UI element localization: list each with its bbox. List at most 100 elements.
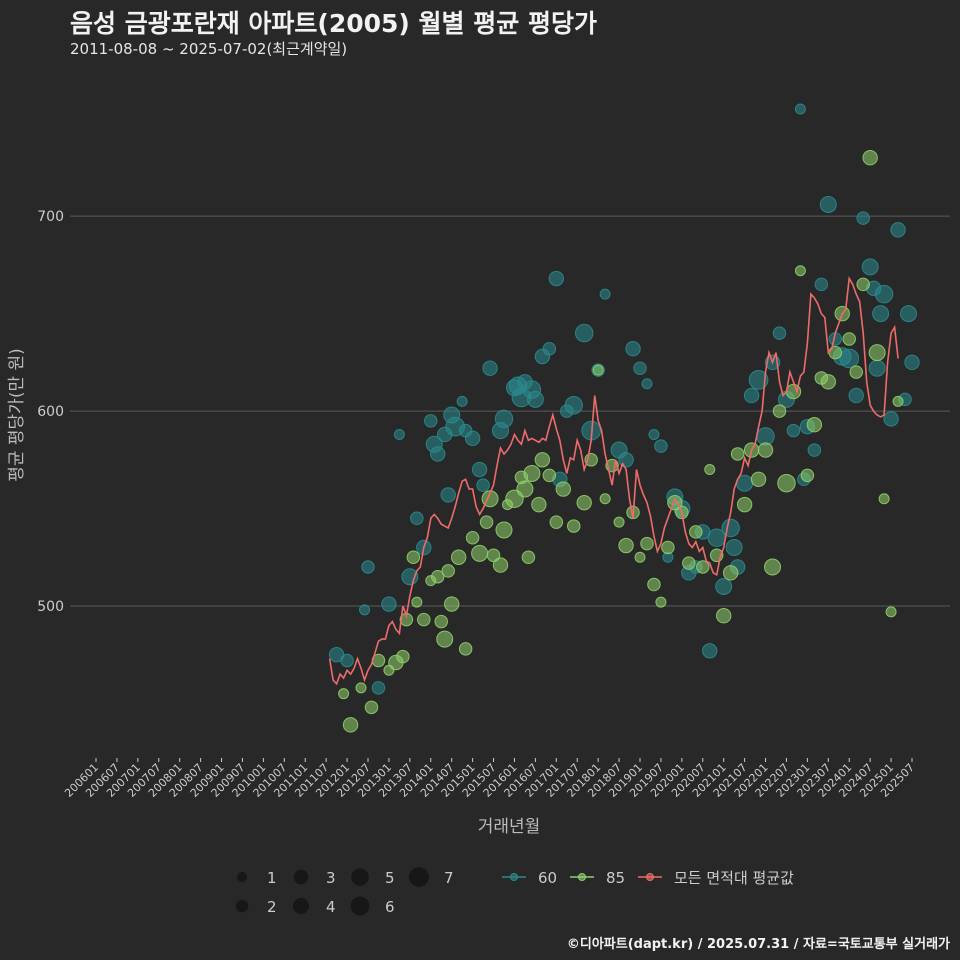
caption: ©디아파트(dapt.kr) / 2025.07.31 / 자료=국토교통부 실… <box>566 937 950 952</box>
point-s60 <box>648 428 660 440</box>
point-s60 <box>794 103 806 115</box>
point-s85 <box>661 540 675 555</box>
point-s85 <box>441 564 455 578</box>
legend-size-label: 3 <box>326 869 336 887</box>
point-s60 <box>359 604 371 616</box>
point-s85 <box>634 551 646 563</box>
point-s60 <box>371 681 386 695</box>
point-s60 <box>715 577 733 595</box>
point-s85 <box>640 536 654 551</box>
point-s60 <box>890 222 906 238</box>
point-s60 <box>814 277 829 292</box>
point-s85 <box>355 682 367 694</box>
point-s60 <box>861 258 879 276</box>
legend-series-label: 85 <box>606 869 625 887</box>
legend-size-label: 7 <box>444 869 454 887</box>
point-s85 <box>523 464 541 482</box>
legend-size-dot <box>409 867 429 887</box>
point-s85 <box>417 612 431 627</box>
point-s85 <box>618 537 634 554</box>
point-s85 <box>757 442 774 458</box>
point-s85 <box>885 606 897 618</box>
legend-series-label: 모든 면적대 평균값 <box>674 869 794 887</box>
legend-size-label: 5 <box>385 869 395 887</box>
point-s85 <box>471 544 489 562</box>
point-s60 <box>807 443 822 457</box>
chart-title: 음성 금광포란재 아파트(2005) 월별 평균 평당가 <box>70 9 597 38</box>
point-s85 <box>892 395 904 407</box>
legend-size-label: 2 <box>267 898 277 916</box>
legend-size-dot <box>235 899 249 913</box>
point-s85 <box>411 596 423 608</box>
legend-size-label: 4 <box>326 898 336 916</box>
point-s85 <box>722 565 739 581</box>
legend-key-dot <box>646 873 654 881</box>
point-s60 <box>361 560 375 574</box>
point-s85 <box>849 365 863 379</box>
point-s85 <box>443 596 460 612</box>
point-s85 <box>555 481 571 497</box>
point-s60 <box>476 478 490 492</box>
point-s60 <box>574 323 594 343</box>
point-s60 <box>868 359 886 377</box>
point-s85 <box>592 364 604 376</box>
point-s85 <box>542 468 557 483</box>
point-s85 <box>820 374 837 390</box>
point-s85 <box>868 344 886 362</box>
point-s85 <box>828 345 843 360</box>
point-s85 <box>862 150 878 166</box>
point-s85 <box>689 525 703 539</box>
legend-size-dot <box>351 868 369 886</box>
point-s85 <box>696 560 710 574</box>
point-s60 <box>900 305 918 323</box>
point-s85 <box>342 717 359 733</box>
point-s60 <box>633 361 647 375</box>
x-axis: 2006012006072007012007072008012008072009… <box>62 758 917 800</box>
point-s60 <box>564 396 583 415</box>
point-s85 <box>764 558 782 576</box>
point-s85 <box>567 519 581 533</box>
y-tick-label: 700 <box>37 209 64 225</box>
average-line-group <box>328 276 899 686</box>
point-s60 <box>440 487 456 503</box>
point-s85 <box>655 596 667 608</box>
point-s60 <box>872 305 890 323</box>
point-s85 <box>479 515 494 529</box>
point-s60 <box>839 348 860 369</box>
legend-size-dot <box>350 896 370 916</box>
point-s85 <box>516 480 534 498</box>
legend: 1 2 3 4 5 6 7 60 85 모든 면적대 평균값 <box>235 867 794 916</box>
point-s85 <box>794 265 806 277</box>
point-s85 <box>613 516 625 528</box>
chart-subtitle: 2011-08-08 ~ 2025-07-02(최근계약일) <box>70 40 348 58</box>
point-s60 <box>819 195 837 213</box>
point-s60 <box>904 354 920 371</box>
point-s60 <box>430 446 446 462</box>
point-s85 <box>406 550 421 564</box>
point-s85 <box>431 569 445 584</box>
point-s60 <box>471 461 488 478</box>
point-s60 <box>464 430 481 447</box>
point-s85 <box>521 550 536 564</box>
point-s85 <box>599 493 611 505</box>
point-s85 <box>549 515 564 529</box>
y-axis-label: 평균 평당가(만 원) <box>7 348 27 482</box>
point-s60 <box>772 326 787 340</box>
legend-size-dot <box>293 869 309 885</box>
point-s60 <box>618 452 634 468</box>
point-s85 <box>777 473 796 493</box>
legend-size-label: 1 <box>267 869 277 887</box>
legend-key-dot <box>510 873 518 881</box>
point-s85 <box>434 614 448 629</box>
point-s85 <box>495 521 513 539</box>
point-s60 <box>743 387 760 404</box>
point-s60 <box>542 341 557 356</box>
y-tick-label: 500 <box>37 599 64 615</box>
point-s85 <box>576 494 592 511</box>
point-s60 <box>424 414 438 428</box>
point-s85 <box>800 468 815 483</box>
point-s85 <box>534 452 551 468</box>
point-s85 <box>396 649 410 664</box>
point-s85 <box>806 417 823 433</box>
